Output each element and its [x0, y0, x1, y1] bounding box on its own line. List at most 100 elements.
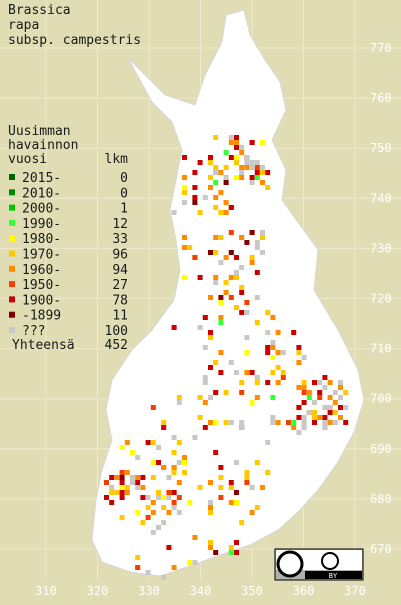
observation: [265, 330, 271, 335]
license-badge: BY: [274, 548, 364, 581]
observation: [301, 380, 307, 385]
observation: [182, 235, 187, 240]
observation: [171, 565, 177, 570]
observation: [280, 370, 286, 375]
total-count: 452: [105, 338, 128, 353]
x-label: 310: [35, 584, 57, 598]
observation: [270, 420, 276, 425]
observation: [260, 180, 265, 185]
observation: [213, 550, 219, 555]
observation: [332, 410, 338, 415]
y-label: 720: [370, 292, 392, 306]
observation: [145, 570, 151, 575]
observation: [208, 505, 213, 510]
observation: [228, 545, 234, 550]
observation: [135, 485, 141, 490]
legend-count-header: lkm: [105, 152, 129, 167]
observation: [182, 245, 187, 250]
observation: [343, 405, 349, 410]
y-label: 770: [370, 41, 392, 55]
observation: [280, 350, 286, 355]
observation: [280, 375, 286, 380]
observation: [228, 500, 234, 505]
observation: [234, 255, 239, 260]
observation: [192, 435, 198, 440]
observation: [150, 475, 156, 480]
legend-label: 1900-: [22, 293, 61, 308]
observation: [223, 280, 229, 285]
legend-count: 78: [112, 293, 128, 308]
y-label: 700: [370, 392, 392, 406]
observation: [192, 255, 198, 260]
legend-label: 1950-: [22, 278, 61, 293]
observation: [275, 420, 281, 425]
legend-swatch: [9, 281, 15, 288]
legend-swatch: [9, 311, 15, 318]
observation: [166, 495, 172, 500]
observation: [317, 390, 323, 395]
title-line: Brassica: [8, 3, 71, 18]
observation: [343, 390, 349, 395]
observation: [327, 395, 333, 400]
observation: [208, 175, 213, 180]
observation: [239, 420, 245, 425]
observation: [218, 300, 224, 305]
observation: [197, 395, 203, 400]
observation: [182, 455, 187, 460]
observation: [260, 140, 265, 145]
observation: [171, 505, 177, 510]
observation: [182, 460, 187, 465]
observation: [338, 385, 343, 390]
observation: [202, 400, 208, 405]
observation: [254, 375, 260, 380]
observation: [249, 255, 255, 260]
observation: [114, 475, 120, 480]
observation: [218, 320, 224, 325]
observation: [223, 255, 229, 260]
legend-label: 2015-: [22, 171, 61, 186]
observation: [234, 550, 239, 555]
observation: [202, 375, 208, 380]
observation: [265, 380, 271, 385]
legend-count: 100: [105, 324, 128, 339]
observation: [197, 210, 203, 215]
observation: [197, 325, 203, 330]
observation: [202, 425, 208, 430]
observation: [218, 210, 224, 215]
observation: [176, 510, 182, 515]
observation: [254, 395, 260, 400]
observation: [301, 400, 307, 405]
observation: [197, 160, 203, 165]
legend-label: 1960-: [22, 263, 61, 278]
observation: [213, 205, 219, 210]
observation: [301, 420, 307, 425]
observation: [197, 415, 203, 420]
observation: [260, 230, 265, 235]
observation: [322, 385, 328, 390]
observation: [322, 375, 328, 380]
observation: [254, 240, 260, 245]
observation: [239, 285, 245, 290]
x-label: 340: [190, 584, 212, 598]
observation: [166, 475, 172, 480]
observation: [234, 500, 239, 505]
observation: [140, 520, 146, 525]
legend-count: 1: [120, 202, 128, 217]
observation: [228, 420, 234, 425]
observation: [338, 395, 343, 400]
observation: [228, 295, 234, 300]
title-line: subsp. campestris: [8, 33, 141, 48]
observation: [254, 160, 260, 165]
observation: [265, 185, 271, 190]
observation: [119, 485, 125, 490]
observation: [176, 440, 182, 445]
observation: [104, 495, 109, 500]
observation: [317, 395, 323, 400]
observation: [208, 155, 213, 160]
observation: [332, 390, 338, 395]
observation: [234, 275, 239, 280]
observation: [223, 180, 229, 185]
observation: [213, 180, 219, 185]
observation: [213, 235, 219, 240]
legend-swatch: [9, 296, 15, 303]
